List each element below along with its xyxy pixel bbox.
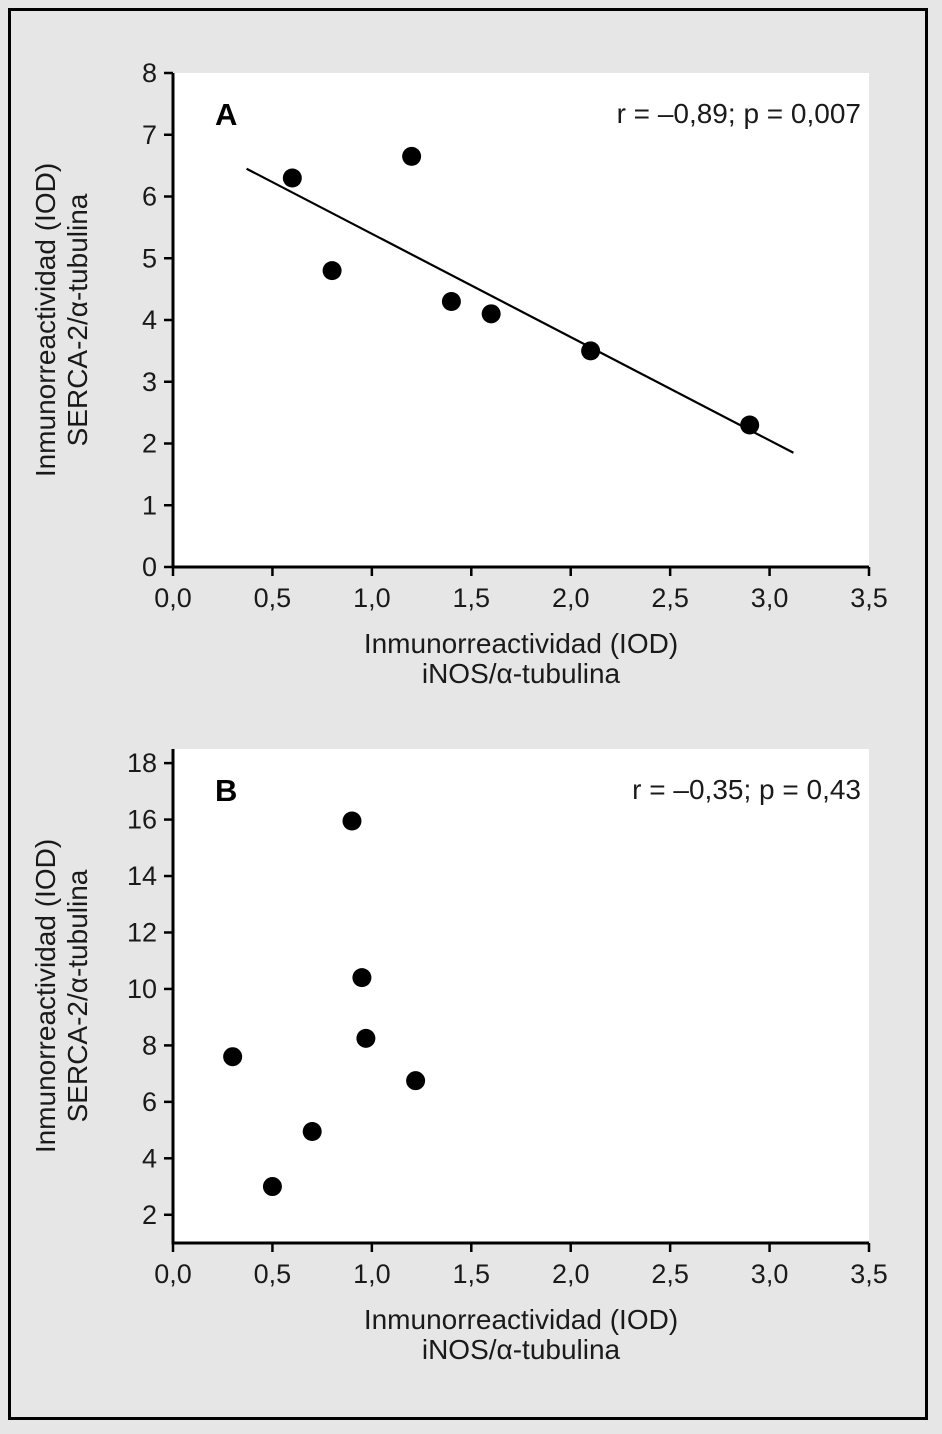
plot-area xyxy=(173,749,869,1243)
data-point xyxy=(223,1047,243,1067)
y-tick-label: 12 xyxy=(127,917,157,947)
x-axis-label-line1: Inmunorreactividad (IOD) xyxy=(364,1304,678,1335)
x-tick-label: 1,0 xyxy=(353,583,391,613)
y-tick-label: 6 xyxy=(142,1087,157,1117)
y-tick-label: 1 xyxy=(142,490,157,520)
data-point xyxy=(342,811,362,831)
panel-letter: B xyxy=(215,773,237,808)
data-point xyxy=(262,1177,282,1197)
y-tick-label: 8 xyxy=(142,1030,157,1060)
data-point xyxy=(302,1121,322,1141)
x-axis-label-line2: iNOS/α-tubulina xyxy=(422,1334,621,1365)
data-point xyxy=(740,415,760,435)
y-tick-label: 3 xyxy=(142,367,157,397)
y-tick-label: 7 xyxy=(142,120,157,150)
y-tick-label: 16 xyxy=(127,805,157,835)
data-point xyxy=(406,1071,426,1091)
data-point xyxy=(282,168,302,188)
data-point xyxy=(441,291,461,311)
y-tick-label: 0 xyxy=(142,552,157,582)
x-axis-label-line1: Inmunorreactividad (IOD) xyxy=(364,628,678,659)
x-axis-label-line2: iNOS/α-tubulina xyxy=(422,658,621,689)
y-tick-label: 8 xyxy=(142,58,157,88)
data-point xyxy=(581,341,601,361)
x-tick-label: 3,5 xyxy=(850,1259,888,1289)
scatter-panel-a: 0,0 0,5 1,0 1,5 2,0 2,5 3,0 3,5 0 1 2 3 4 5 6 7 8 A r = –0… xyxy=(30,58,888,689)
y-tick-label: 4 xyxy=(142,305,157,335)
plot-area xyxy=(173,73,869,567)
x-tick-label: 3,0 xyxy=(751,583,789,613)
x-tick-label: 0,0 xyxy=(154,1259,192,1289)
stats-annotation: r = –0,35; p = 0,43 xyxy=(632,774,861,805)
data-point xyxy=(356,1028,376,1048)
x-tick-label: 1,5 xyxy=(453,1259,491,1289)
y-tick-label: 10 xyxy=(127,974,157,1004)
y-tick-label: 6 xyxy=(142,182,157,212)
data-point xyxy=(481,304,501,324)
y-tick-label: 18 xyxy=(127,748,157,778)
x-tick-label: 1,5 xyxy=(453,583,491,613)
x-tick-label: 2,5 xyxy=(651,583,689,613)
x-tick-label: 2,0 xyxy=(552,583,590,613)
data-point xyxy=(322,261,342,281)
x-tick-label: 0,5 xyxy=(254,583,292,613)
y-axis-label-line1: Inmunorreactividad (IOD) xyxy=(30,839,61,1153)
x-tick-label: 0,5 xyxy=(254,1259,292,1289)
x-tick-label: 3,0 xyxy=(751,1259,789,1289)
x-tick-label: 2,5 xyxy=(651,1259,689,1289)
y-tick-label: 5 xyxy=(142,243,157,273)
y-axis-label-line2: SERCA-2/α-tubulina xyxy=(62,869,93,1122)
y-axis-label-line1: Inmunorreactividad (IOD) xyxy=(30,163,61,477)
panel-letter: A xyxy=(215,97,237,132)
data-point xyxy=(402,146,422,166)
data-point xyxy=(352,968,372,988)
stats-annotation: r = –0,89; p = 0,007 xyxy=(617,98,861,129)
x-tick-label: 0,0 xyxy=(154,583,192,613)
y-tick-label: 14 xyxy=(127,861,157,891)
x-tick-label: 3,5 xyxy=(850,583,888,613)
y-tick-label: 2 xyxy=(142,429,157,459)
y-tick-label: 2 xyxy=(142,1200,157,1230)
y-tick-label: 4 xyxy=(142,1143,157,1173)
regression-line xyxy=(246,167,794,454)
y-axis-label-line2: SERCA-2/α-tubulina xyxy=(62,193,93,446)
scatter-panel-b: 0,0 0,5 1,0 1,5 2,0 2,5 3,0 3,5 2 4 6 8 10 12 14 16 18 B r… xyxy=(30,748,888,1365)
x-tick-label: 2,0 xyxy=(552,1259,590,1289)
x-tick-label: 1,0 xyxy=(353,1259,391,1289)
